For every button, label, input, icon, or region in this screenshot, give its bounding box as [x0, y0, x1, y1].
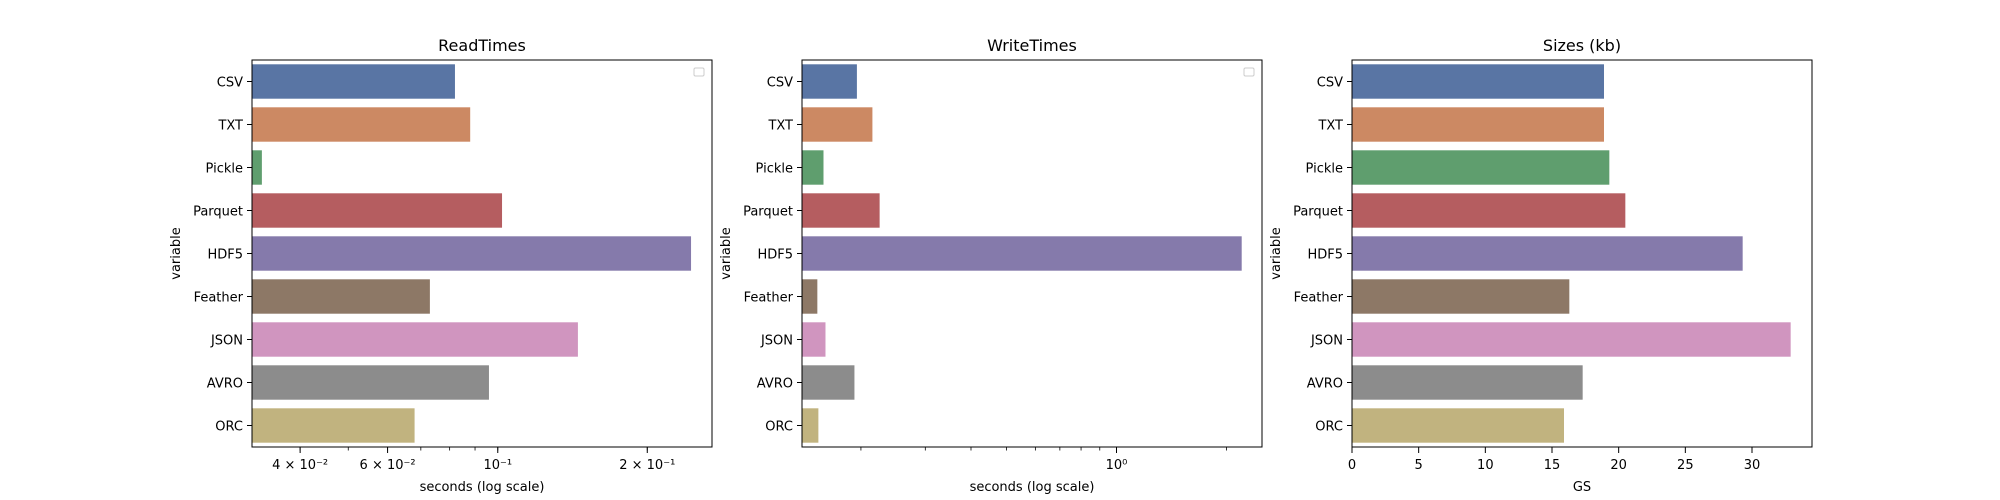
- axes-frame: [1351, 59, 1813, 448]
- bar-txt: [252, 107, 471, 142]
- y-tick-label: AVRO: [757, 377, 793, 392]
- bar-avro: [802, 365, 855, 400]
- bar-csv: [252, 64, 455, 99]
- bar-hdf5: [802, 236, 1242, 271]
- bar-csv: [802, 64, 857, 99]
- y-axis-label: variable: [169, 227, 184, 279]
- bar-pickle: [1352, 150, 1610, 185]
- y-tick-label: ORC: [215, 420, 243, 435]
- x-tick-label: 25: [1677, 458, 1694, 473]
- y-tick-label: ORC: [1315, 420, 1343, 435]
- axes-frame: [251, 59, 713, 448]
- y-tick-label: AVRO: [1307, 377, 1343, 392]
- y-tick-label: TXT: [767, 119, 793, 134]
- bar-hdf5: [252, 236, 692, 271]
- axes-frame: [801, 59, 1263, 448]
- x-tick-label: 15: [1544, 458, 1561, 473]
- y-tick-label: AVRO: [207, 377, 243, 392]
- x-tick-label: 0: [1348, 458, 1356, 473]
- bar-parquet: [802, 193, 880, 228]
- y-tick-label: Feather: [1294, 291, 1344, 306]
- legend-box: [693, 67, 705, 77]
- x-tick-label: 10⁰: [1106, 458, 1128, 473]
- x-tick-label: 5: [1415, 458, 1423, 473]
- x-axis-label: seconds (log scale): [420, 480, 545, 495]
- y-tick-label: JSON: [210, 334, 243, 349]
- y-tick-label: Pickle: [1306, 162, 1343, 177]
- bar-pickle: [802, 150, 824, 185]
- x-tick-label: 2 × 10⁻¹: [619, 458, 675, 473]
- y-tick-label: HDF5: [1307, 248, 1343, 263]
- y-tick-label: Parquet: [1293, 205, 1343, 220]
- bar-parquet: [1352, 193, 1626, 228]
- chart-title: Sizes (kb): [1543, 36, 1621, 55]
- bar-hdf5: [1352, 236, 1743, 271]
- y-axis-label: variable: [719, 227, 734, 279]
- x-tick-label: 6 × 10⁻²: [360, 458, 416, 473]
- legend-box: [1243, 67, 1255, 77]
- bar-csv: [1352, 64, 1604, 99]
- y-tick-label: Pickle: [206, 162, 243, 177]
- y-axis-label: variable: [1269, 227, 1284, 279]
- y-tick-label: JSON: [760, 334, 793, 349]
- bar-json: [802, 322, 826, 357]
- bar-avro: [252, 365, 489, 400]
- y-tick-label: Parquet: [193, 205, 243, 220]
- bar-avro: [1352, 365, 1583, 400]
- y-tick-label: CSV: [1317, 76, 1343, 91]
- y-tick-label: TXT: [217, 119, 243, 134]
- x-axis-label: GS: [1573, 480, 1591, 495]
- bar-orc: [1352, 408, 1564, 443]
- x-axis-label: seconds (log scale): [970, 480, 1095, 495]
- bar-feather: [802, 279, 818, 314]
- x-tick-label: 10: [1477, 458, 1494, 473]
- y-tick-label: Pickle: [756, 162, 793, 177]
- bar-parquet: [252, 193, 503, 228]
- chart-title: ReadTimes: [438, 36, 526, 55]
- x-tick-label: 4 × 10⁻²: [272, 458, 328, 473]
- chart-title: WriteTimes: [987, 36, 1077, 55]
- bar-json: [1352, 322, 1791, 357]
- bar-orc: [802, 408, 819, 443]
- y-tick-label: ORC: [765, 420, 793, 435]
- bar-orc: [252, 408, 415, 443]
- sizes-chart: CSV TXT Pickle Parquet HDF5 Feather JSON AVRO OR…: [1269, 36, 1813, 495]
- readtimes-chart: CSV TXT Pickle Parquet HDF5 Feather JSON AVRO OR…: [169, 36, 713, 495]
- y-tick-label: Feather: [744, 291, 794, 306]
- x-tick-label: 10⁻¹: [483, 458, 512, 473]
- bar-txt: [1352, 107, 1604, 142]
- y-tick-label: CSV: [767, 76, 793, 91]
- bar-json: [252, 322, 578, 357]
- bar-feather: [252, 279, 430, 314]
- x-tick-label: 30: [1744, 458, 1761, 473]
- bar-pickle: [252, 150, 262, 185]
- y-tick-label: JSON: [1310, 334, 1343, 349]
- y-tick-label: Parquet: [743, 205, 793, 220]
- writetimes-chart: CSV TXT Pickle Parquet HDF5 Feather JSON AVRO OR…: [719, 36, 1263, 495]
- bar-txt: [802, 107, 873, 142]
- y-tick-label: HDF5: [757, 248, 793, 263]
- y-tick-label: CSV: [217, 76, 243, 91]
- x-tick-label: 20: [1610, 458, 1627, 473]
- y-tick-label: Feather: [194, 291, 244, 306]
- y-tick-label: HDF5: [207, 248, 243, 263]
- bar-feather: [1352, 279, 1570, 314]
- y-tick-label: TXT: [1317, 119, 1343, 134]
